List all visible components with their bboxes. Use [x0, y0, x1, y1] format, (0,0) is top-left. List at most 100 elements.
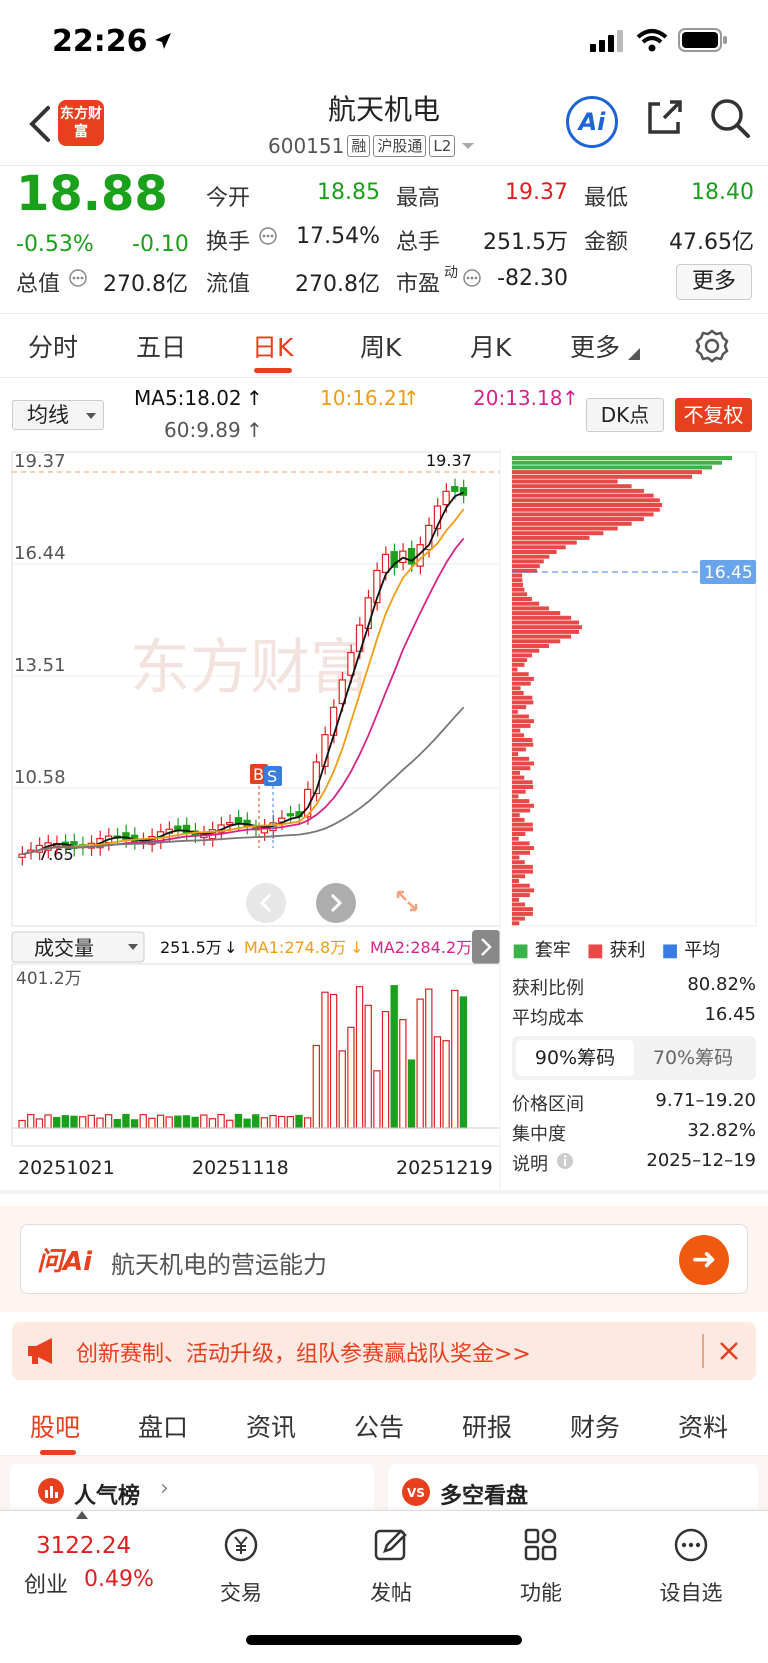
tab-monthly-k[interactable]: 月K — [470, 333, 512, 362]
ma5-arrow: ↑ — [246, 386, 263, 410]
bull-bear-card[interactable] — [388, 1464, 758, 1510]
ai-button[interactable]: Ai — [566, 96, 618, 148]
chip-bar — [512, 883, 530, 888]
edit-post-icon — [374, 1529, 407, 1561]
dropdown-triangle-icon[interactable] — [458, 136, 478, 156]
tab-chips-90[interactable]: 90%筹码 — [516, 1040, 634, 1076]
tab-intraday[interactable]: 分时 — [28, 333, 79, 362]
info-dots-icon[interactable] — [462, 268, 482, 288]
tab-chips-70[interactable]: 70%筹码 — [652, 1047, 734, 1069]
nav-add-watchlist-label: 设自选 — [659, 1581, 723, 1605]
expand-icon[interactable] — [396, 890, 418, 912]
volume-select-label: 成交量 — [34, 936, 94, 960]
nav-functions[interactable]: 功能 — [486, 1525, 596, 1607]
quote-panel: 18.88 -0.53% -0.10 今开 18.85 最高 19.37 最低 … — [0, 166, 768, 314]
scroll-right-button[interactable] — [316, 883, 356, 923]
close-icon[interactable] — [718, 1340, 740, 1362]
tab-weekly-k[interactable]: 周K — [360, 333, 402, 362]
volume-bar — [303, 1117, 312, 1129]
volume-max-label: 401.2万 — [16, 969, 82, 989]
popularity-card[interactable] — [10, 1464, 374, 1510]
index-percent[interactable]: 0.49% — [84, 1567, 154, 1592]
nav-add-watchlist[interactable]: 设自选 — [636, 1525, 746, 1607]
no-adjust-button[interactable]: 不复权 — [675, 398, 752, 432]
chip-bar — [512, 907, 533, 912]
expand-volume-button[interactable] — [472, 930, 500, 964]
tab-orderbook[interactable]: 盘口 — [138, 1413, 189, 1442]
volume-bar — [165, 1116, 173, 1129]
info-dots-icon[interactable] — [258, 226, 278, 246]
chip-bar — [512, 691, 524, 695]
info-dots-icon[interactable] — [68, 268, 88, 288]
candle-body — [226, 821, 234, 826]
candle-body — [373, 569, 381, 604]
candle-body — [459, 487, 468, 496]
chip-bar — [512, 507, 660, 512]
volume-bar — [226, 1119, 234, 1129]
tab-more-periods[interactable]: 更多 — [570, 333, 621, 362]
index-name[interactable]: 创业 — [24, 1573, 69, 1598]
volume-ma2: MA2:284.2万 — [370, 938, 472, 957]
chip-bar — [512, 526, 618, 531]
chip-bar — [512, 667, 518, 672]
volume-bar — [234, 1113, 243, 1129]
ask-ai-input[interactable]: 问Ai 航天机电的营运能力 ➜ — [20, 1224, 748, 1294]
volume-bar — [321, 991, 329, 1129]
promo-banner[interactable]: 创新赛制、活动升级，组队参赛赢战队奖金>> — [12, 1322, 756, 1380]
chip-bar — [512, 658, 528, 663]
y-label-2: 13.51 — [14, 655, 66, 676]
chip-bar — [512, 620, 580, 625]
candle-body — [407, 548, 416, 565]
date-label-2: 20251219 — [396, 1157, 493, 1179]
tab-profile[interactable]: 资料 — [678, 1413, 729, 1442]
volume-bar — [269, 1114, 277, 1129]
buy-marker[interactable] — [250, 764, 268, 784]
tab-research[interactable]: 研报 — [462, 1413, 513, 1442]
settings-gear-icon[interactable] — [694, 328, 730, 364]
chip-bar — [512, 902, 526, 907]
tag-connect: 沪股通 — [373, 135, 427, 157]
volume-bar — [35, 1118, 44, 1129]
tab-finance[interactable]: 财务 — [570, 1413, 621, 1442]
kline-chart[interactable]: 东方财富 19.37 16.44 13.51 10.58 19.37 7.65 … — [0, 448, 768, 1194]
tab-daily-k[interactable]: 日K — [252, 333, 294, 362]
chip-bar — [512, 785, 534, 789]
volume-bar — [329, 993, 338, 1129]
more-quote-button[interactable]: 更多 — [676, 264, 752, 300]
back-arrow-icon[interactable] — [22, 102, 58, 146]
dk-points-button[interactable]: DK点 — [586, 398, 664, 432]
chip-bar — [512, 601, 540, 606]
tag-margin: 融 — [347, 135, 371, 157]
indicator-select-label: 均线 — [27, 403, 69, 427]
sell-marker[interactable] — [264, 766, 282, 786]
content-tabs: 股吧 盘口 资讯 公告 研报 财务 资料 — [0, 1392, 768, 1456]
tab-forum[interactable]: 股吧 — [30, 1413, 81, 1442]
tab-announcements[interactable]: 公告 — [354, 1413, 405, 1442]
chip-bar — [512, 568, 537, 573]
chip-bar — [512, 498, 660, 503]
ma20-arrow: ↑ — [562, 386, 579, 410]
candle-body — [451, 486, 459, 492]
tab-five-day[interactable]: 五日 — [136, 333, 187, 362]
nav-trade[interactable]: 交易 — [186, 1525, 296, 1607]
volume-bar — [243, 1118, 251, 1129]
info-icon[interactable] — [556, 1152, 574, 1170]
chip-bar — [512, 686, 521, 691]
chip-bar — [512, 827, 534, 832]
tab-news[interactable]: 资讯 — [246, 1413, 297, 1442]
avg-cost-tag-label: 16.45 — [704, 563, 753, 583]
chip-bar — [512, 456, 732, 460]
index-value[interactable]: 3122.24 — [36, 1533, 132, 1559]
search-icon[interactable] — [708, 96, 752, 140]
ask-ai-submit-button[interactable]: ➜ — [679, 1235, 729, 1285]
volume-bar — [156, 1114, 165, 1129]
chip-bar — [512, 474, 692, 479]
nav-post[interactable]: 发帖 — [336, 1525, 446, 1607]
volume-select[interactable] — [11, 931, 145, 963]
volume-bar — [148, 1117, 156, 1129]
scroll-left-button[interactable] — [246, 883, 286, 923]
chip-bar — [512, 460, 722, 465]
nav-post-label: 发帖 — [370, 1581, 412, 1605]
chip-bar — [512, 719, 534, 724]
share-icon[interactable] — [644, 98, 684, 138]
